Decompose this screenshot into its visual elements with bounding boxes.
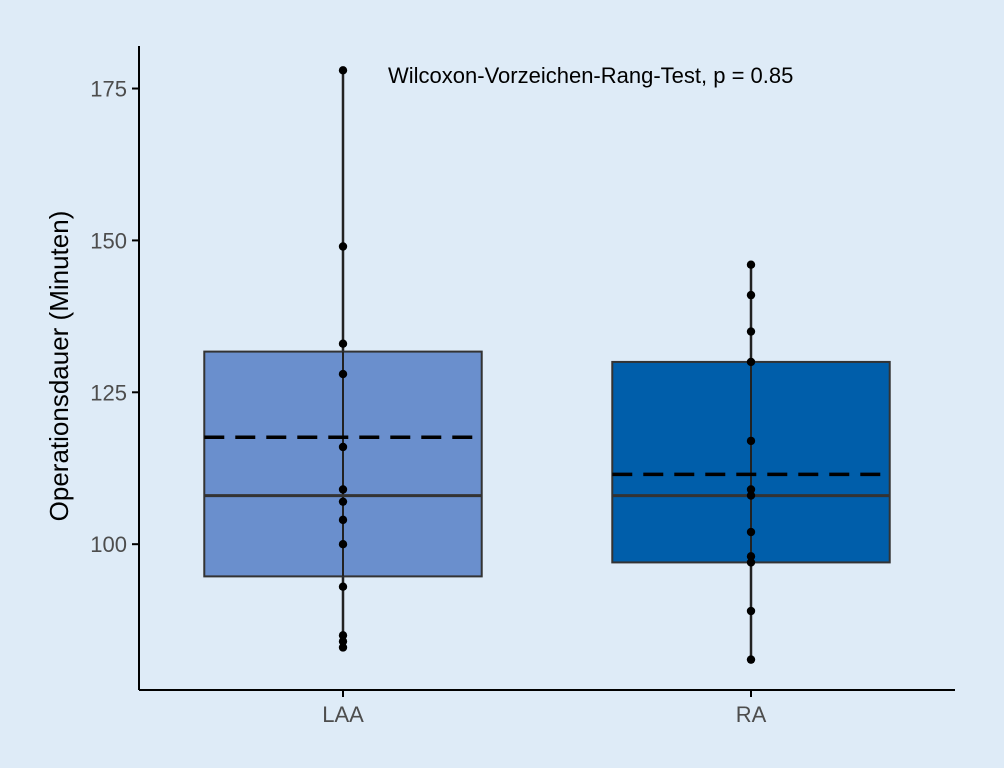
- data-point: [338, 539, 348, 549]
- box-group-laa: [203, 66, 483, 652]
- data-point: [746, 655, 756, 664]
- y-tick-label: 175: [90, 77, 127, 102]
- data-point: [746, 552, 756, 561]
- data-point: [746, 606, 756, 616]
- data-point: [338, 631, 348, 640]
- data-point: [746, 485, 756, 494]
- data-point: [338, 485, 348, 494]
- data-point: [338, 242, 348, 251]
- box-group-ra: [611, 260, 891, 664]
- y-axis-ticks: 100 125 150 175: [90, 77, 139, 557]
- data-point: [746, 290, 756, 300]
- data-point: [746, 436, 756, 446]
- data-point: [746, 357, 756, 367]
- data-point: [338, 66, 348, 75]
- data-point: [746, 491, 756, 500]
- data-point: [338, 369, 348, 379]
- data-point: [338, 637, 348, 646]
- test-annotation: Wilcoxon-Vorzeichen-Rang-Test, p = 0.85: [388, 63, 793, 88]
- y-axis-title: Operationsdauer (Minuten): [44, 211, 74, 522]
- x-axis-ticks: LAA RA: [322, 690, 767, 727]
- data-point: [338, 442, 348, 452]
- data-point: [338, 497, 348, 506]
- data-point: [746, 327, 756, 336]
- data-point: [746, 527, 756, 537]
- plot-area: [203, 66, 891, 664]
- x-tick-label: LAA: [322, 702, 364, 727]
- data-point: [338, 643, 348, 652]
- data-point: [746, 558, 756, 567]
- y-tick-label: 150: [90, 228, 127, 253]
- y-tick-label: 100: [90, 532, 127, 557]
- data-point: [338, 339, 348, 348]
- y-tick-label: 125: [90, 380, 127, 405]
- x-tick-label: RA: [736, 702, 767, 727]
- data-point: [338, 582, 348, 591]
- data-point: [338, 515, 348, 525]
- data-point: [746, 260, 756, 269]
